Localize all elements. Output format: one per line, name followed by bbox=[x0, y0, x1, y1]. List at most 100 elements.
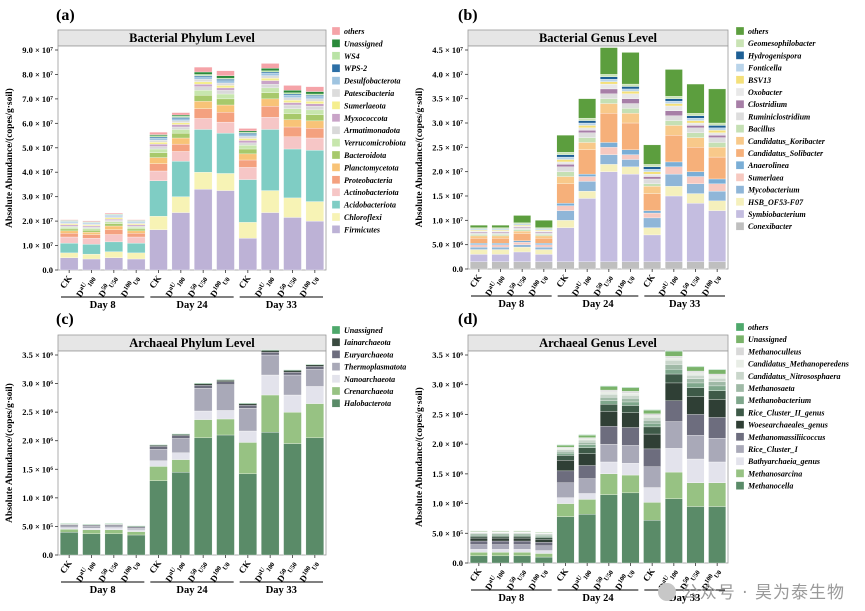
bar-segment bbox=[305, 86, 324, 92]
bar-segment bbox=[600, 394, 618, 398]
bar-segment bbox=[600, 461, 618, 475]
y-axis-label: Absolute Abundance/(copes/g·soil) bbox=[4, 88, 15, 228]
group-label: Day 8 bbox=[498, 299, 524, 310]
chart-panel-d: (d) Archaeal Genus Level 0.0 5.0 × 10⁵ 1.0 ×… bbox=[414, 311, 849, 604]
bar-segment bbox=[513, 540, 531, 545]
bar-segment bbox=[491, 549, 510, 553]
bar-segment bbox=[261, 190, 280, 213]
bar-stack bbox=[686, 83, 705, 270]
bar-segment bbox=[665, 356, 683, 359]
bar-segment bbox=[171, 112, 190, 116]
legend-swatch bbox=[331, 88, 341, 98]
bar-segment bbox=[578, 444, 596, 448]
legend-label: Rice_Cluster_II_genus bbox=[747, 408, 824, 417]
bar-segment bbox=[238, 153, 257, 161]
bar-segment bbox=[171, 129, 190, 134]
x-tick-label: D50U50 bbox=[591, 272, 615, 299]
bar-segment bbox=[470, 552, 488, 557]
bar-segment bbox=[82, 238, 101, 245]
bar-segment bbox=[621, 405, 640, 413]
bar-segment bbox=[578, 120, 596, 124]
legend-label: others bbox=[748, 27, 768, 36]
x-tick-label: CK bbox=[468, 566, 484, 583]
bar-segment bbox=[194, 84, 213, 87]
bar-segment bbox=[556, 220, 575, 228]
bar-segment bbox=[171, 132, 190, 139]
legend-swatch bbox=[735, 396, 745, 405]
bar-segment bbox=[216, 82, 235, 86]
bar-segment bbox=[686, 370, 705, 373]
bar-segment bbox=[470, 235, 488, 239]
bar-segment bbox=[621, 159, 640, 167]
legend-swatch bbox=[735, 371, 745, 380]
bar-segment bbox=[283, 92, 302, 95]
bar-segment bbox=[261, 92, 280, 100]
bar-segment bbox=[535, 556, 553, 564]
bar-stack bbox=[149, 444, 168, 556]
bar-segment bbox=[238, 407, 257, 432]
bar-segment bbox=[578, 478, 596, 494]
bar-segment bbox=[535, 539, 553, 543]
bar-segment bbox=[686, 372, 705, 376]
bar-segment bbox=[665, 369, 683, 375]
bar-stack bbox=[600, 385, 618, 564]
bar-segment bbox=[556, 176, 575, 184]
bar-segment bbox=[283, 197, 302, 218]
bar-segment bbox=[238, 403, 257, 406]
bar-segment bbox=[643, 420, 661, 424]
bar-segment bbox=[261, 98, 280, 107]
bar-stack bbox=[708, 88, 726, 270]
bar-segment bbox=[470, 243, 488, 245]
bar-segment bbox=[513, 261, 531, 270]
legend-swatch bbox=[735, 26, 745, 36]
bar-segment bbox=[556, 135, 575, 153]
bar-segment bbox=[556, 451, 575, 454]
bar-segment bbox=[556, 460, 575, 472]
bar-segment bbox=[216, 75, 235, 79]
bar-segment bbox=[238, 442, 257, 475]
bar-segment bbox=[643, 423, 661, 428]
legend-swatch bbox=[331, 374, 341, 383]
bar-segment bbox=[665, 382, 683, 401]
bar-segment bbox=[305, 366, 324, 370]
bar-segment bbox=[665, 135, 683, 163]
bar-segment bbox=[194, 90, 213, 96]
bar-stack bbox=[171, 112, 190, 271]
bar-segment bbox=[149, 480, 168, 556]
bar-segment bbox=[216, 104, 235, 113]
chart-title: Bacterial Genus Level bbox=[539, 31, 658, 45]
x-tick-label: CK bbox=[641, 272, 657, 289]
bar-segment bbox=[535, 534, 553, 537]
bar-segment bbox=[600, 79, 618, 82]
legend-label: Mycobacterium bbox=[747, 186, 800, 195]
bar-segment bbox=[104, 251, 123, 258]
legend-swatch bbox=[735, 75, 745, 84]
bar-segment bbox=[194, 76, 213, 80]
bar-stack bbox=[491, 225, 510, 270]
x-tick-label: D50U50 bbox=[186, 558, 210, 585]
bar-segment bbox=[513, 534, 531, 537]
bar-segment bbox=[216, 87, 235, 91]
bar-segment bbox=[194, 172, 213, 190]
legend-label: Crenarchaeota bbox=[344, 387, 393, 396]
legend-label: Unassigned bbox=[344, 39, 384, 48]
legend-label: Thermoplasmatota bbox=[344, 363, 406, 372]
bar-segment bbox=[600, 494, 618, 564]
bar-segment bbox=[643, 217, 661, 228]
bar-segment bbox=[556, 164, 575, 167]
bar-segment bbox=[194, 66, 213, 73]
bar-segment bbox=[149, 449, 168, 461]
bar-segment bbox=[686, 387, 705, 397]
legend: others Unassigned WS4 WPS-2 Desulfobacterota… bbox=[331, 26, 406, 234]
bar-segment bbox=[513, 549, 531, 553]
bar-segment bbox=[305, 93, 324, 96]
legend-label: Sumerlaeota bbox=[344, 101, 386, 110]
bar-segment bbox=[127, 525, 146, 527]
bar-segment bbox=[216, 70, 235, 76]
bar-segment bbox=[578, 465, 596, 479]
bar-segment bbox=[149, 152, 168, 158]
bar-segment bbox=[216, 77, 235, 80]
bar-segment bbox=[600, 391, 618, 395]
y-tick-label: 2.0 × 10⁶ bbox=[432, 439, 463, 449]
bar-segment bbox=[305, 106, 324, 111]
